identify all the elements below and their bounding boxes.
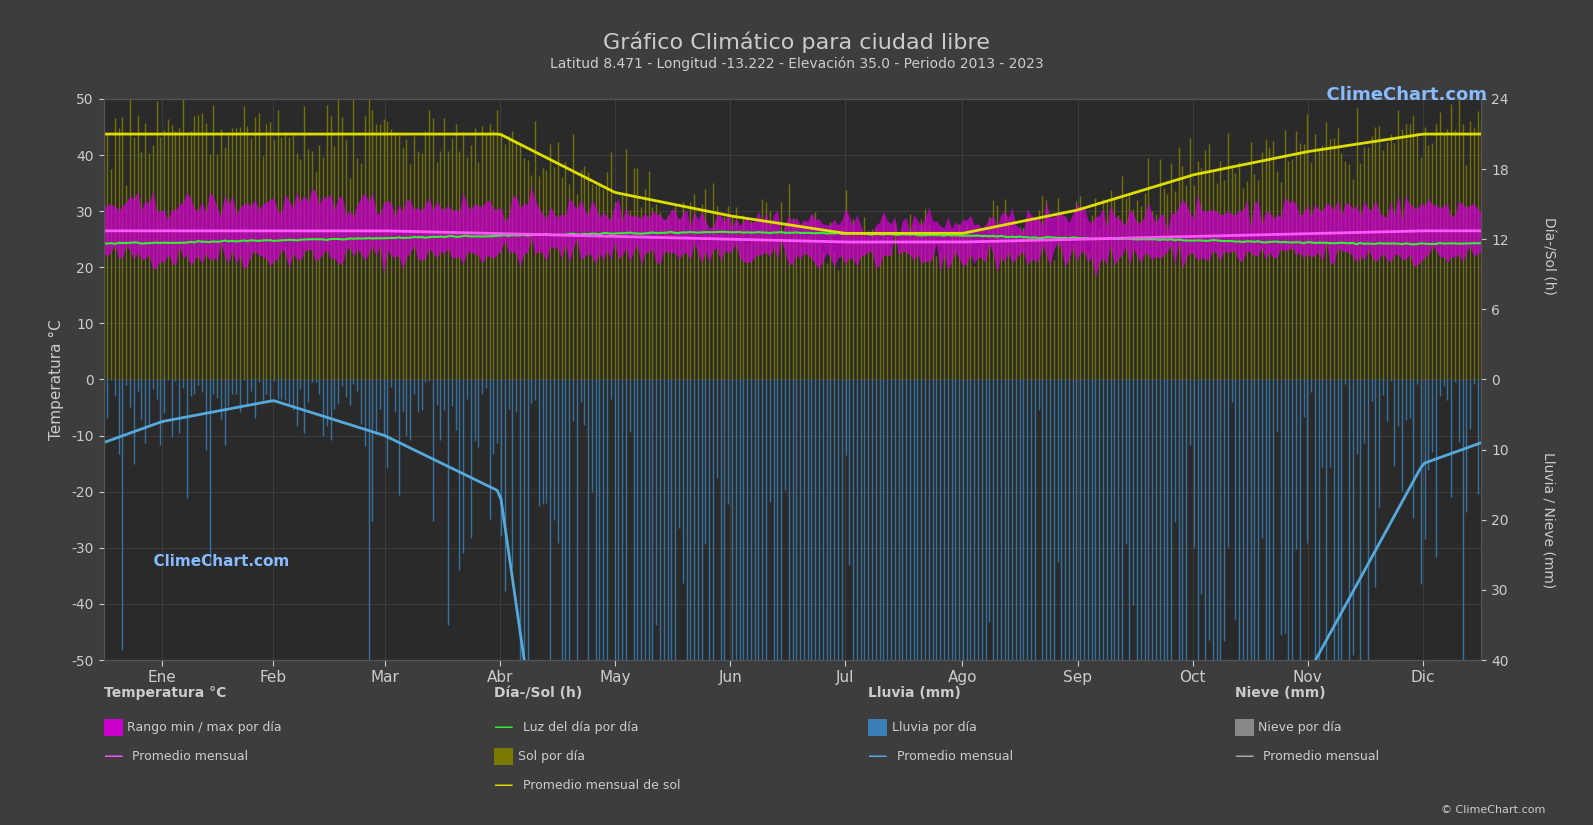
Text: Nieve (mm): Nieve (mm) [1235,686,1325,700]
Text: —: — [1235,747,1254,766]
Text: —: — [494,718,513,738]
Text: Lluvia / Nieve (mm): Lluvia / Nieve (mm) [1542,451,1555,588]
Y-axis label: Temperatura °C: Temperatura °C [49,319,64,440]
Text: Sol por día: Sol por día [518,750,585,763]
Text: Nieve por día: Nieve por día [1258,721,1341,734]
Text: © ClimeChart.com: © ClimeChart.com [1440,804,1545,814]
Text: Latitud 8.471 - Longitud -13.222 - Elevación 35.0 - Periodo 2013 - 2023: Latitud 8.471 - Longitud -13.222 - Eleva… [550,56,1043,71]
Text: Promedio mensual: Promedio mensual [897,750,1013,763]
Text: Día-/Sol (h): Día-/Sol (h) [1542,217,1555,295]
Text: Lluvia (mm): Lluvia (mm) [868,686,961,700]
Text: Promedio mensual: Promedio mensual [132,750,249,763]
Text: —: — [104,747,123,766]
Text: Rango min / max por día: Rango min / max por día [127,721,282,734]
Text: Temperatura °C: Temperatura °C [104,686,226,700]
Text: Lluvia por día: Lluvia por día [892,721,977,734]
Text: ClimeChart.com: ClimeChart.com [1314,86,1488,104]
Text: Luz del día por día: Luz del día por día [523,721,639,734]
Text: Gráfico Climático para ciudad libre: Gráfico Climático para ciudad libre [604,31,989,53]
Text: Promedio mensual: Promedio mensual [1263,750,1380,763]
Text: —: — [868,747,887,766]
Text: —: — [494,776,513,795]
Text: ClimeChart.com: ClimeChart.com [143,554,290,568]
Text: Día-/Sol (h): Día-/Sol (h) [494,686,581,700]
Text: Promedio mensual de sol: Promedio mensual de sol [523,779,680,792]
